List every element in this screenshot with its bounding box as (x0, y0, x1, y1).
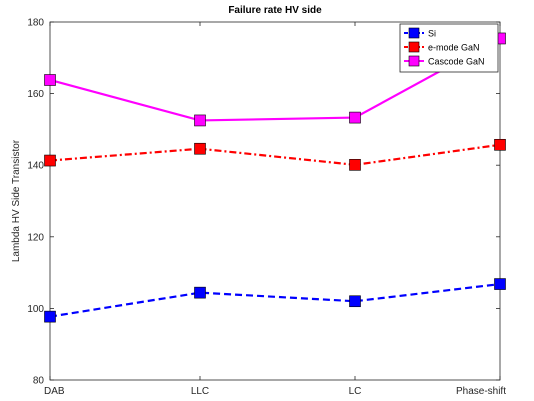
y-tick-label: 140 (27, 161, 44, 172)
data-point (494, 278, 506, 290)
x-axis: DAB LLC LC Phase-shift (44, 22, 506, 397)
series-line-1 (49, 143, 501, 166)
x-tick-label: LC (349, 386, 362, 397)
legend-label: Cascode GaN (428, 57, 485, 67)
y-tick-label: 100 (27, 304, 44, 315)
data-point (194, 142, 206, 155)
chart-title: Failure rate HV side (228, 5, 322, 16)
legend: Si e-mode GaN Cascode GaN (399, 23, 499, 73)
y-tick-label: 120 (27, 232, 44, 243)
legend-marker (408, 41, 420, 53)
x-tick-label: DAB (44, 386, 65, 397)
series-line-0 (49, 282, 501, 318)
data-point (44, 154, 56, 167)
x-tick-label: LLC (191, 386, 209, 397)
data-point (194, 114, 206, 127)
data-point (44, 74, 56, 86)
legend-label: Si (428, 29, 436, 39)
data-point (494, 138, 506, 151)
y-axis: 80 100 120 140 160 180 (27, 18, 500, 387)
data-point (194, 286, 206, 299)
series-layer (44, 32, 506, 323)
legend-marker (408, 27, 420, 39)
series-line-2 (49, 37, 501, 122)
data-point (349, 159, 361, 171)
data-point (44, 310, 56, 323)
legend-label: e-mode GaN (428, 43, 480, 53)
data-point (349, 295, 361, 308)
data-point (349, 111, 361, 124)
legend-marker (408, 55, 420, 67)
y-axis-label: Lambda HV Side Transistor (11, 139, 22, 262)
plot-area (49, 21, 501, 381)
y-tick-label: 180 (27, 18, 44, 29)
x-tick-label: Phase-shift (456, 386, 506, 397)
y-tick-label: 80 (33, 376, 45, 387)
y-tick-label: 160 (27, 89, 44, 100)
